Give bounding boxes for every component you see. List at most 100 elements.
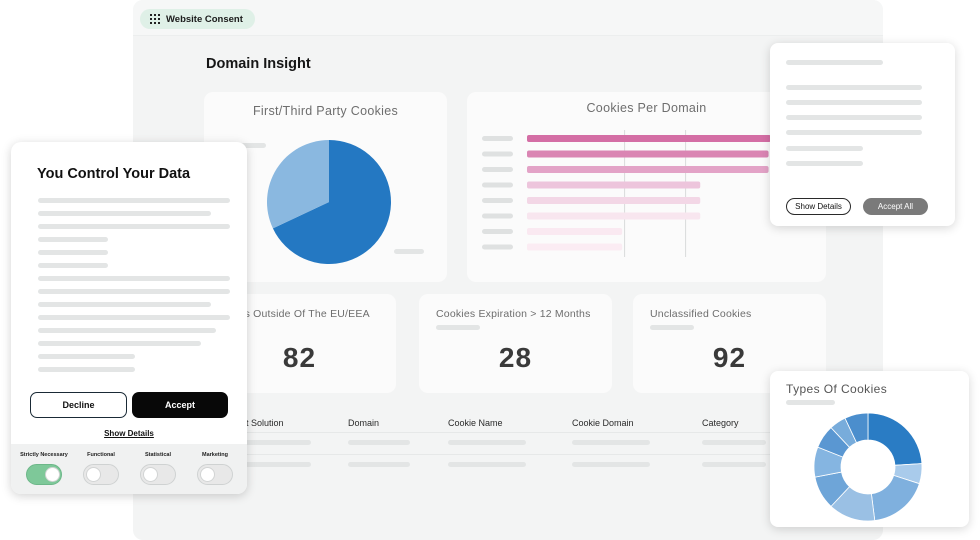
column-header: Domain xyxy=(348,418,380,428)
pie-slice xyxy=(867,412,923,466)
pie-slice xyxy=(844,412,869,444)
toggle-label: Strictly Necessary xyxy=(20,452,68,458)
cookies-per-domain-bar-chart xyxy=(482,130,771,257)
cookies-per-domain-card: Cookies Per Domain xyxy=(467,92,826,282)
strictly-necessary-toggle[interactable] xyxy=(26,464,62,485)
placeholder-line xyxy=(786,100,922,105)
bar-label-placeholder xyxy=(482,229,513,234)
placeholder-line xyxy=(38,328,216,333)
kpi-value: 28 xyxy=(498,342,533,373)
top-bar: Website Consent xyxy=(133,0,883,36)
kpi-value: 92 xyxy=(712,342,747,373)
bar xyxy=(527,150,769,158)
placeholder-line xyxy=(38,263,108,268)
consent-banner-popup: Show Details Accept All xyxy=(770,43,955,226)
pie-slice xyxy=(272,140,391,264)
bar xyxy=(527,166,769,173)
card-title: Cookies Per Domain xyxy=(586,101,707,115)
placeholder-line xyxy=(38,276,230,281)
bar xyxy=(527,135,771,142)
marketing-toggle[interactable] xyxy=(197,464,233,485)
bar-label-placeholder xyxy=(482,198,513,203)
placeholder-line xyxy=(786,130,922,135)
card-title: First/Third Party Cookies xyxy=(252,104,399,118)
placeholder-line xyxy=(786,146,863,151)
bar-label-placeholder xyxy=(482,244,513,250)
consent-category-toggles: Strictly Necessary Functional Statistica… xyxy=(11,444,247,494)
placeholder-line xyxy=(786,60,883,65)
bar xyxy=(527,212,701,220)
decline-button[interactable]: Decline xyxy=(30,392,127,418)
toggle-label: Statistical xyxy=(145,452,171,458)
placeholder-line xyxy=(38,302,211,307)
placeholder-line xyxy=(38,354,135,359)
bar-label-placeholder xyxy=(482,136,513,141)
placeholder-line xyxy=(38,315,230,320)
statistical-toggle[interactable] xyxy=(140,464,176,485)
placeholder-line xyxy=(38,341,201,346)
placeholder-line xyxy=(38,289,230,294)
cell-placeholder xyxy=(448,462,526,467)
bar xyxy=(527,243,623,251)
kpi-title: Unclassified Cookies xyxy=(650,308,752,320)
toggle-knob xyxy=(143,467,158,482)
kpi-title: ies Outside Of The EU/EEA xyxy=(236,308,370,320)
placeholder-line xyxy=(650,325,694,330)
column-header: Cookie Domain xyxy=(572,418,634,428)
placeholder-line xyxy=(786,161,863,166)
toggle-label: Functional xyxy=(87,452,115,458)
types-of-cookies-card: Types Of Cookies xyxy=(770,371,969,527)
cell-placeholder xyxy=(572,462,650,467)
table-divider xyxy=(233,432,883,433)
show-details-button[interactable]: Show Details xyxy=(786,198,851,215)
column-header: Category xyxy=(702,418,739,428)
cell-placeholder xyxy=(702,440,766,445)
bar xyxy=(527,228,623,235)
first-third-pie-chart xyxy=(267,140,391,264)
bar xyxy=(527,181,701,189)
cell-placeholder xyxy=(348,462,410,467)
column-header: nt Solution xyxy=(241,418,284,428)
cookies-table: nt Solution Domain Cookie Name Cookie Do… xyxy=(233,404,883,540)
kpi-value: 82 xyxy=(282,342,317,373)
placeholder-line xyxy=(38,211,211,216)
accept-all-button[interactable]: Accept All xyxy=(863,198,928,215)
cell-placeholder xyxy=(348,440,410,445)
placeholder-line xyxy=(38,198,230,203)
placeholder-line xyxy=(38,237,108,242)
chip-label: Website Consent xyxy=(166,13,243,25)
bar xyxy=(527,197,701,204)
placeholder-line xyxy=(786,115,922,120)
placeholder-line xyxy=(38,250,108,255)
cell-placeholder xyxy=(702,462,766,467)
placeholder-line xyxy=(786,400,835,405)
website-consent-chip[interactable]: Website Consent xyxy=(140,9,255,29)
pie-slice xyxy=(870,474,920,522)
placeholder-line xyxy=(394,249,424,254)
page-title: Domain Insight xyxy=(206,56,311,72)
grid-icon xyxy=(150,14,160,24)
accept-button[interactable]: Accept xyxy=(132,392,228,418)
functional-toggle[interactable] xyxy=(83,464,119,485)
bar-label-placeholder xyxy=(482,182,513,188)
placeholder-line xyxy=(38,224,230,229)
toggle-knob xyxy=(86,467,101,482)
card-title: Types Of Cookies xyxy=(786,382,888,396)
column-header: Cookie Name xyxy=(448,418,503,428)
cell-placeholder xyxy=(572,440,650,445)
kpi-title: Cookies Expiration > 12 Months xyxy=(436,308,591,320)
placeholder-line xyxy=(38,367,135,372)
toggle-knob xyxy=(200,467,215,482)
placeholder-line xyxy=(786,85,922,90)
bar-label-placeholder xyxy=(482,213,513,219)
kpi-card-expiration: Cookies Expiration > 12 Months 28 xyxy=(419,294,612,393)
consent-title: You Control Your Data xyxy=(37,166,191,182)
types-of-cookies-donut-chart xyxy=(813,412,923,522)
pie-slice xyxy=(267,140,329,229)
cell-placeholder xyxy=(241,440,311,445)
toggle-label: Marketing xyxy=(202,452,228,458)
consent-modal: You Control Your Data Decline Accept Sho… xyxy=(11,142,247,494)
toggle-knob xyxy=(45,467,60,482)
show-details-link[interactable]: Show Details xyxy=(104,429,154,438)
table-divider xyxy=(233,454,883,455)
